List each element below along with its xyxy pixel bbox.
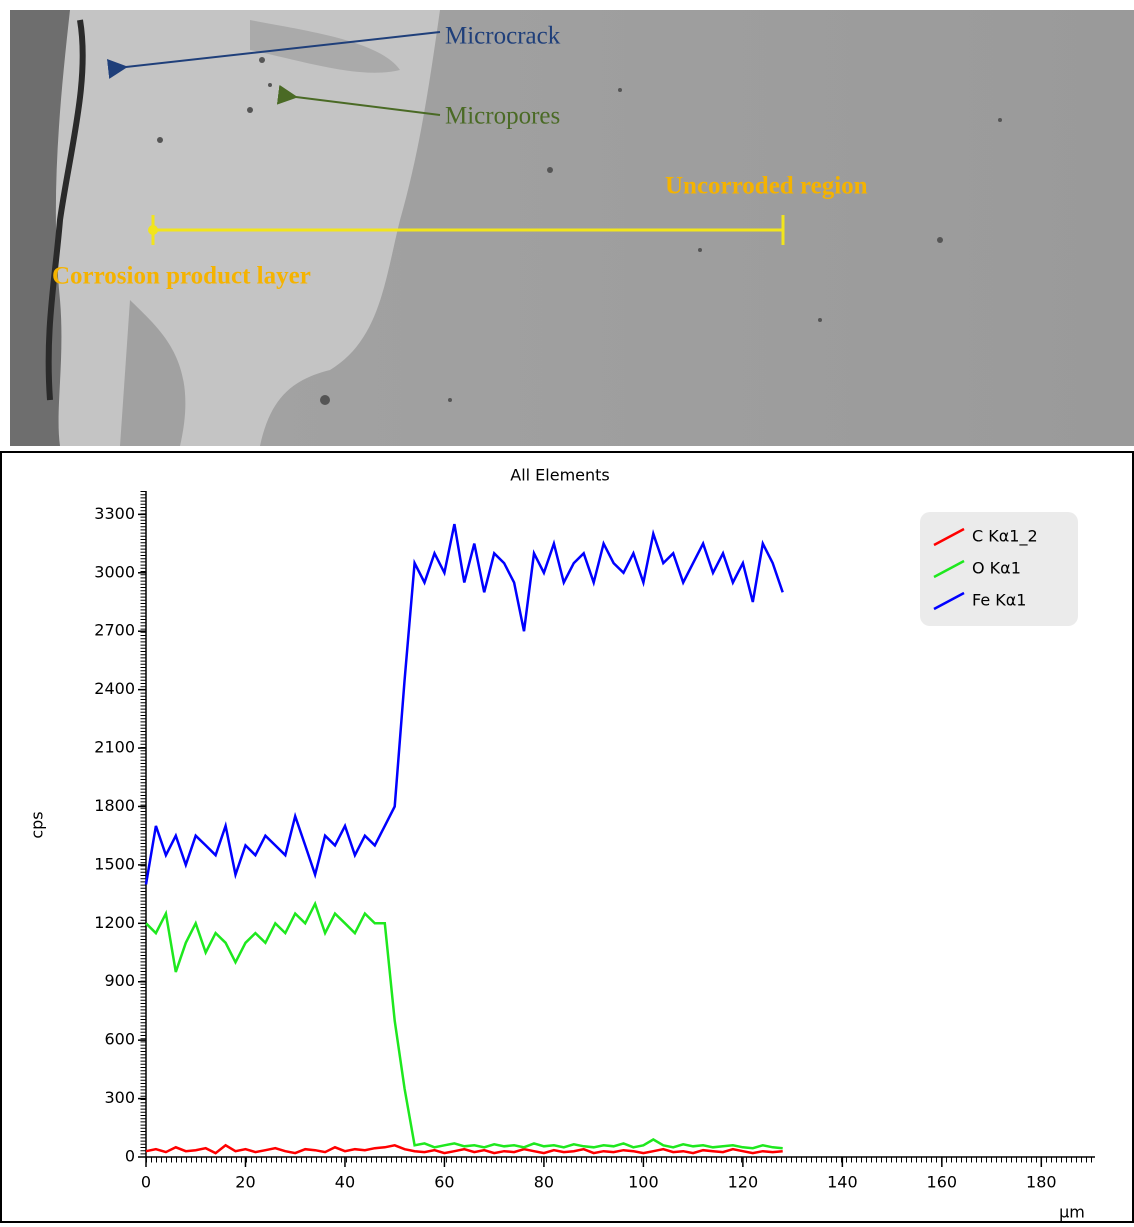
- x-tick-label: 140: [827, 1173, 858, 1192]
- y-tick-label: 2100: [94, 738, 135, 757]
- legend-label: O Kα1: [972, 559, 1021, 578]
- x-tick-label: 40: [335, 1173, 355, 1192]
- y-tick-label: 1500: [94, 854, 135, 873]
- y-tick-label: 2700: [94, 621, 135, 640]
- page: Microcrack Micropores Uncorroded region …: [0, 0, 1134, 1227]
- legend-label: C Kα1_2: [972, 527, 1038, 547]
- y-tick-label: 0: [125, 1147, 135, 1166]
- annotation: Micropores: [445, 103, 560, 130]
- chart-title: All Elements: [510, 466, 610, 485]
- y-tick-label: 300: [104, 1088, 135, 1107]
- y-tick-label: 1800: [94, 796, 135, 815]
- figure: Microcrack Micropores Uncorroded region …: [0, 0, 1134, 1223]
- x-axis-label: µm: [1059, 1203, 1085, 1222]
- x-tick-label: 120: [728, 1173, 759, 1192]
- y-tick-label: 3300: [94, 504, 135, 523]
- x-tick-label: 180: [1026, 1173, 1057, 1192]
- x-tick-label: 60: [434, 1173, 454, 1192]
- y-axis-label: cps: [28, 811, 47, 838]
- y-tick-label: 600: [104, 1030, 135, 1049]
- x-tick-label: 80: [534, 1173, 554, 1192]
- y-tick-label: 3000: [94, 562, 135, 581]
- sem-image: Microcrack Micropores Uncorroded region …: [10, 10, 1134, 446]
- y-tick-label: 900: [104, 971, 135, 990]
- x-tick-label: 160: [927, 1173, 958, 1192]
- y-tick-label: 1200: [94, 913, 135, 932]
- legend-label: Fe Kα1: [972, 591, 1026, 610]
- x-tick-label: 20: [235, 1173, 255, 1192]
- x-tick-label: 100: [628, 1173, 659, 1192]
- x-tick-label: 0: [141, 1173, 151, 1192]
- annotation: Uncorroded region: [665, 173, 868, 200]
- y-tick-label: 2400: [94, 679, 135, 698]
- annotation: Microcrack: [445, 23, 561, 50]
- annotation: Corrosion product layer: [52, 263, 311, 290]
